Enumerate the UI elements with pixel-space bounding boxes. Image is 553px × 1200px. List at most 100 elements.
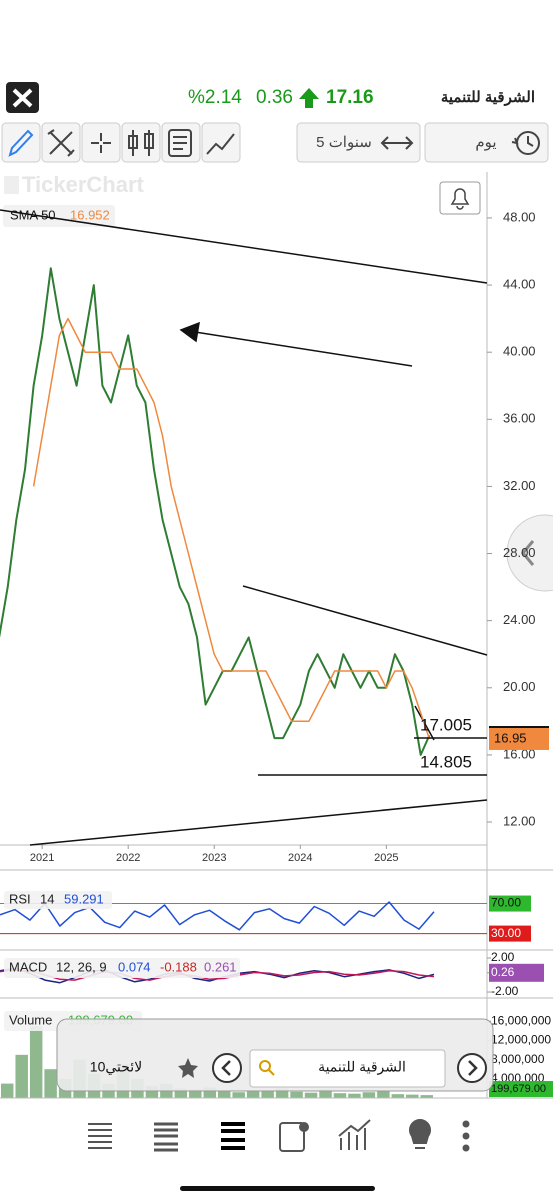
y-tick-label: 48.00 <box>503 209 536 224</box>
volume-bar <box>15 1054 28 1098</box>
rsi-name: RSI <box>9 891 31 906</box>
price-line <box>0 267 431 756</box>
watchlist-name: لائحتي10 <box>90 1059 142 1075</box>
macd-tick-label: -2.00 <box>491 984 519 998</box>
volume-bar <box>145 1086 159 1098</box>
volume-bar <box>348 1093 361 1098</box>
x-tick-label: 2023 <box>202 852 226 864</box>
macd-tick-label: 0.26 <box>491 965 515 979</box>
next-chevron <box>468 1060 478 1076</box>
next-button[interactable] <box>457 1053 487 1083</box>
y-tick-label: 40.00 <box>503 344 536 359</box>
legend-value: 16.952 <box>70 207 110 222</box>
last-price-tag <box>489 727 549 750</box>
y-tick-label: 44.00 <box>503 277 536 292</box>
period-button[interactable] <box>296 122 421 163</box>
volume-bar <box>203 1087 216 1098</box>
price: 17.16 <box>326 87 374 108</box>
volume-bar <box>362 1092 376 1098</box>
volume-bar <box>420 1095 433 1098</box>
volume-bar <box>189 1089 202 1098</box>
volume-bar <box>290 1091 303 1098</box>
interval-label: يوم <box>475 134 496 151</box>
prev-chevron <box>221 1060 231 1076</box>
volume-bar <box>29 1026 43 1098</box>
sma-line <box>32 317 431 740</box>
search-overlay: لائحتي10 الشرقية للتنمية <box>56 1018 494 1092</box>
rsi-line <box>0 901 435 931</box>
macd-params: 12, 26, 9 <box>56 959 107 974</box>
bottom-nav[interactable] <box>88 1119 470 1152</box>
volume-last-box <box>489 1081 553 1098</box>
favorite-star[interactable] <box>178 1058 198 1078</box>
x-tick-label: 2024 <box>288 852 312 864</box>
macd-signal-value: -0.188 <box>160 959 197 974</box>
y-tick-label: 32.00 <box>503 478 536 493</box>
volume-bar <box>1 1083 14 1098</box>
search-query: الشرقية للتنمية <box>318 1059 406 1076</box>
x-tick-label: 2021 <box>30 852 54 864</box>
rsi-period: 14 <box>40 891 54 906</box>
volume-bar <box>377 1090 390 1098</box>
volume-bar <box>391 1094 405 1098</box>
level-label: 14.805 <box>420 752 472 771</box>
macd-hist-value: 0.261 <box>204 959 237 974</box>
side-handle[interactable] <box>506 514 553 592</box>
rsi-level-box <box>489 925 531 942</box>
interval-button[interactable] <box>424 122 549 163</box>
volume-bar <box>218 1090 231 1098</box>
volume-bar <box>275 1088 289 1098</box>
y-tick-label: 16.00 <box>503 746 536 761</box>
change-percent: %2.14 <box>188 87 242 108</box>
macd-value: 0.074 <box>118 959 151 974</box>
drawings <box>0 209 488 846</box>
search-field-box <box>249 1049 446 1088</box>
y-tick-label: 36.00 <box>503 411 536 426</box>
volume-bar <box>44 1069 57 1098</box>
x-tick-label: 2025 <box>374 852 398 864</box>
rsi-level-box <box>489 895 531 912</box>
macd-tick-label: 2.00 <box>491 950 515 964</box>
volume-bar <box>333 1093 347 1098</box>
x-tick-label: 2022 <box>116 852 140 864</box>
prev-button[interactable] <box>212 1053 242 1083</box>
volume-tick-label: 8,000,000 <box>491 1052 545 1066</box>
volume-name: Volume <box>9 1012 52 1027</box>
y-tick-label: 12.00 <box>503 813 536 828</box>
last-price-label: 16.95 <box>494 730 527 745</box>
rsi-value: 59.291 <box>64 891 104 906</box>
search-icon-handle <box>268 1069 275 1076</box>
macd-line <box>0 969 435 981</box>
symbol-name: الشرقية للتنمية <box>441 89 535 106</box>
y-tick-label: 20.00 <box>503 679 536 694</box>
search-icon <box>259 1060 271 1072</box>
y-tick-label: 28.00 <box>503 545 536 560</box>
macd-legend-box <box>4 958 240 978</box>
volume-bar <box>246 1090 260 1098</box>
rsi-legend-box <box>4 891 112 909</box>
up-arrow <box>299 88 319 108</box>
home-indicator <box>180 1186 375 1191</box>
macd-value-box <box>489 963 544 982</box>
legend-name: SMA 50 <box>10 207 56 222</box>
search-field[interactable]: الشرقية للتنمية <box>249 1049 446 1088</box>
volume-tick-label: 16,000,000 <box>491 1013 551 1027</box>
macd-name: MACD <box>9 959 47 974</box>
close-button[interactable] <box>6 82 39 113</box>
alert-button[interactable] <box>439 181 481 215</box>
legend-box <box>3 205 115 227</box>
change: 0.36 <box>256 87 293 108</box>
volume-bar <box>304 1092 318 1098</box>
volume-bar <box>174 1088 188 1098</box>
watermark-logo <box>4 176 19 194</box>
volume-bar <box>232 1092 245 1098</box>
level-label: 17.005 <box>420 716 472 735</box>
volume-bar <box>406 1094 419 1098</box>
volume-bar <box>319 1089 332 1098</box>
volume-tick-label: 12,000,000 <box>491 1033 551 1047</box>
prev-circle <box>212 1053 242 1083</box>
volume-bar <box>261 1091 274 1098</box>
tool-buttons[interactable] <box>1 122 241 163</box>
rsi-tick-label: 70.00 <box>491 896 521 910</box>
